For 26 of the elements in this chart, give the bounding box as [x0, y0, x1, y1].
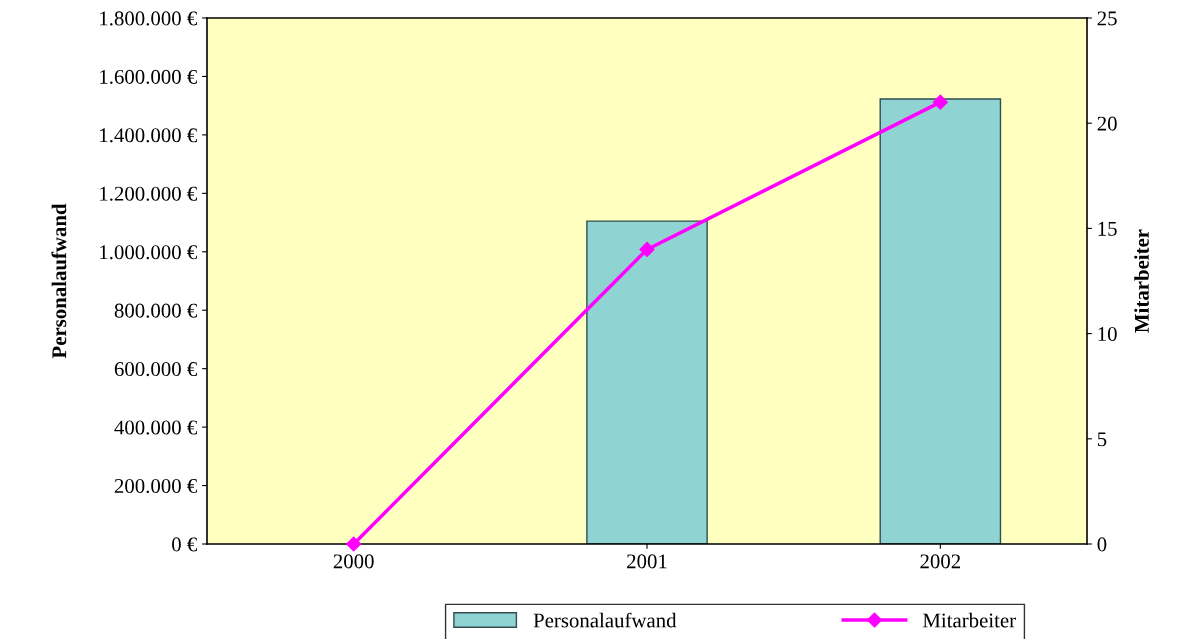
- y2-tick-label: 10: [1098, 326, 1117, 342]
- point: [639, 241, 655, 258]
- y-tick-label: 600.000 €: [114, 362, 197, 377]
- y2-tick-label: 20: [1097, 116, 1117, 131]
- x-tick-label: 2000: [333, 554, 374, 569]
- legend-label: Mitarbeiter: [922, 612, 1016, 628]
- y-tick-label: 1.600.000 €: [100, 69, 197, 84]
- y-tick-label: 400.000 €: [114, 420, 197, 435]
- y-tick-label: 800.000 €: [114, 303, 197, 318]
- y-tick-label: 200.000 €: [114, 478, 197, 494]
- y2-tick-label: 5: [1097, 432, 1107, 447]
- y2-tick-label: 25: [1097, 11, 1117, 26]
- y-tick-label: 1.200.000 €: [100, 186, 197, 201]
- y-tick-label: 1.800.000 €: [100, 11, 197, 26]
- y-axis-title: Personalaufwand: [51, 203, 67, 359]
- point: [346, 536, 362, 552]
- y2-tick-label: 0: [1097, 537, 1107, 552]
- y2-axis-title: Mitarbeiter: [1134, 229, 1149, 333]
- legend-label: Personalaufwand: [533, 612, 677, 628]
- x-tick-label: 2002: [920, 554, 961, 569]
- x-tick-label: 2001: [627, 554, 667, 569]
- y2-tick-label: 15: [1098, 221, 1117, 236]
- y-tick-label: 1.000.000 €: [100, 245, 197, 260]
- point: [932, 94, 948, 110]
- y-tick-label: 1.400.000 €: [100, 128, 197, 143]
- y-tick-label: 0 €: [172, 537, 197, 552]
